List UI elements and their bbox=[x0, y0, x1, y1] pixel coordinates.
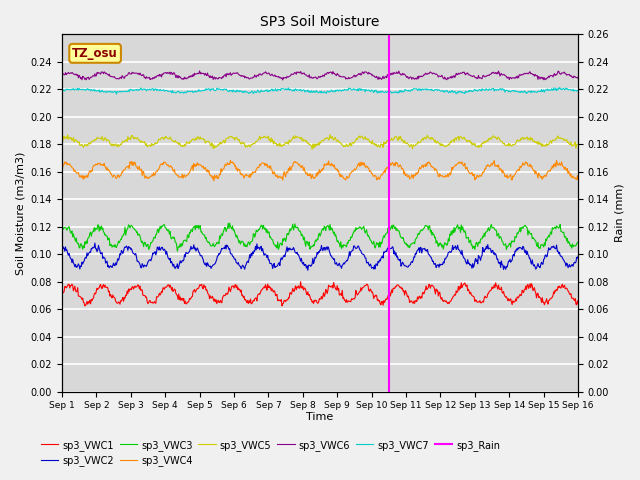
sp3_VWC6 bbox=[196, 68, 204, 74]
sp3_VWC3 bbox=[195, 223, 202, 228]
sp3_VWC2 bbox=[364, 260, 371, 266]
sp3_VWC1 bbox=[193, 286, 201, 291]
sp3_VWC4 bbox=[193, 160, 201, 166]
sp3_VWC6 bbox=[172, 72, 179, 78]
sp3_VWC3 bbox=[172, 239, 179, 245]
Line: sp3_VWC7: sp3_VWC7 bbox=[62, 88, 578, 94]
sp3_VWC2 bbox=[314, 250, 321, 255]
sp3_VWC1 bbox=[58, 291, 66, 297]
sp3_VWC4 bbox=[364, 164, 371, 170]
sp3_VWC3 bbox=[414, 230, 422, 236]
sp3_VWC2 bbox=[58, 241, 66, 247]
sp3_VWC3 bbox=[529, 236, 536, 241]
sp3_VWC1 bbox=[314, 300, 321, 306]
sp3_VWC7 bbox=[172, 90, 180, 96]
sp3_VWC5 bbox=[172, 138, 179, 144]
sp3_VWC2 bbox=[304, 267, 312, 273]
sp3_VWC7 bbox=[195, 88, 202, 94]
sp3_VWC5 bbox=[326, 132, 334, 137]
sp3_VWC1 bbox=[172, 287, 179, 293]
sp3_VWC5 bbox=[529, 135, 536, 141]
sp3_VWC1 bbox=[297, 279, 305, 285]
Line: sp3_VWC1: sp3_VWC1 bbox=[62, 282, 578, 306]
Line: sp3_VWC3: sp3_VWC3 bbox=[62, 223, 578, 251]
Y-axis label: Soil Moisture (m3/m3): Soil Moisture (m3/m3) bbox=[15, 151, 25, 275]
sp3_VWC7 bbox=[113, 91, 120, 97]
sp3_VWC1 bbox=[414, 296, 422, 302]
sp3_VWC6 bbox=[364, 70, 371, 76]
sp3_VWC3 bbox=[58, 227, 66, 233]
Legend: sp3_VWC1, sp3_VWC2, sp3_VWC3, sp3_VWC4, sp3_VWC5, sp3_VWC6, sp3_VWC7, sp3_Rain: sp3_VWC1, sp3_VWC2, sp3_VWC3, sp3_VWC4, … bbox=[37, 436, 504, 470]
sp3_VWC2 bbox=[529, 257, 536, 263]
sp3_VWC5 bbox=[193, 135, 201, 141]
sp3_VWC5 bbox=[312, 143, 320, 148]
sp3_VWC6 bbox=[529, 71, 536, 77]
sp3_VWC4 bbox=[172, 171, 179, 177]
sp3_VWC7 bbox=[556, 85, 563, 91]
Line: sp3_VWC5: sp3_VWC5 bbox=[62, 134, 578, 149]
sp3_VWC5 bbox=[414, 139, 422, 144]
X-axis label: Time: Time bbox=[307, 412, 333, 422]
sp3_VWC5 bbox=[308, 146, 316, 152]
sp3_VWC4 bbox=[314, 173, 321, 179]
sp3_VWC7 bbox=[312, 88, 320, 94]
sp3_VWC1 bbox=[278, 303, 286, 309]
sp3_VWC4 bbox=[574, 176, 582, 182]
Title: SP3 Soil Moisture: SP3 Soil Moisture bbox=[260, 15, 380, 29]
sp3_VWC2 bbox=[195, 247, 202, 253]
sp3_VWC3 bbox=[226, 220, 234, 226]
sp3_VWC3 bbox=[173, 248, 181, 254]
Text: TZ_osu: TZ_osu bbox=[72, 47, 118, 60]
sp3_VWC6 bbox=[414, 76, 422, 82]
sp3_VWC4 bbox=[227, 158, 234, 164]
sp3_VWC2 bbox=[91, 240, 99, 246]
sp3_VWC6 bbox=[58, 72, 66, 77]
sp3_VWC2 bbox=[574, 253, 582, 259]
Line: sp3_VWC2: sp3_VWC2 bbox=[62, 243, 578, 270]
sp3_VWC6 bbox=[574, 74, 582, 80]
sp3_VWC4 bbox=[210, 178, 218, 184]
sp3_VWC7 bbox=[363, 87, 371, 93]
sp3_VWC3 bbox=[314, 236, 321, 242]
sp3_VWC6 bbox=[279, 77, 287, 83]
sp3_VWC7 bbox=[58, 87, 66, 93]
sp3_VWC5 bbox=[58, 138, 66, 144]
sp3_VWC5 bbox=[574, 142, 582, 147]
Y-axis label: Rain (mm): Rain (mm) bbox=[615, 184, 625, 242]
Line: sp3_VWC4: sp3_VWC4 bbox=[62, 161, 578, 181]
sp3_VWC4 bbox=[58, 163, 66, 169]
sp3_VWC7 bbox=[527, 88, 535, 94]
sp3_VWC2 bbox=[172, 264, 180, 269]
sp3_VWC4 bbox=[529, 165, 536, 171]
sp3_VWC5 bbox=[364, 137, 371, 143]
sp3_VWC2 bbox=[414, 247, 422, 252]
sp3_VWC4 bbox=[414, 170, 422, 176]
sp3_VWC1 bbox=[529, 283, 536, 288]
sp3_VWC6 bbox=[314, 76, 321, 82]
sp3_VWC1 bbox=[364, 282, 371, 288]
sp3_VWC3 bbox=[574, 240, 582, 245]
sp3_VWC3 bbox=[364, 231, 371, 237]
sp3_VWC1 bbox=[574, 301, 582, 307]
sp3_VWC7 bbox=[574, 88, 582, 94]
Line: sp3_VWC6: sp3_VWC6 bbox=[62, 71, 578, 80]
sp3_VWC7 bbox=[413, 87, 421, 93]
sp3_VWC6 bbox=[193, 71, 201, 76]
